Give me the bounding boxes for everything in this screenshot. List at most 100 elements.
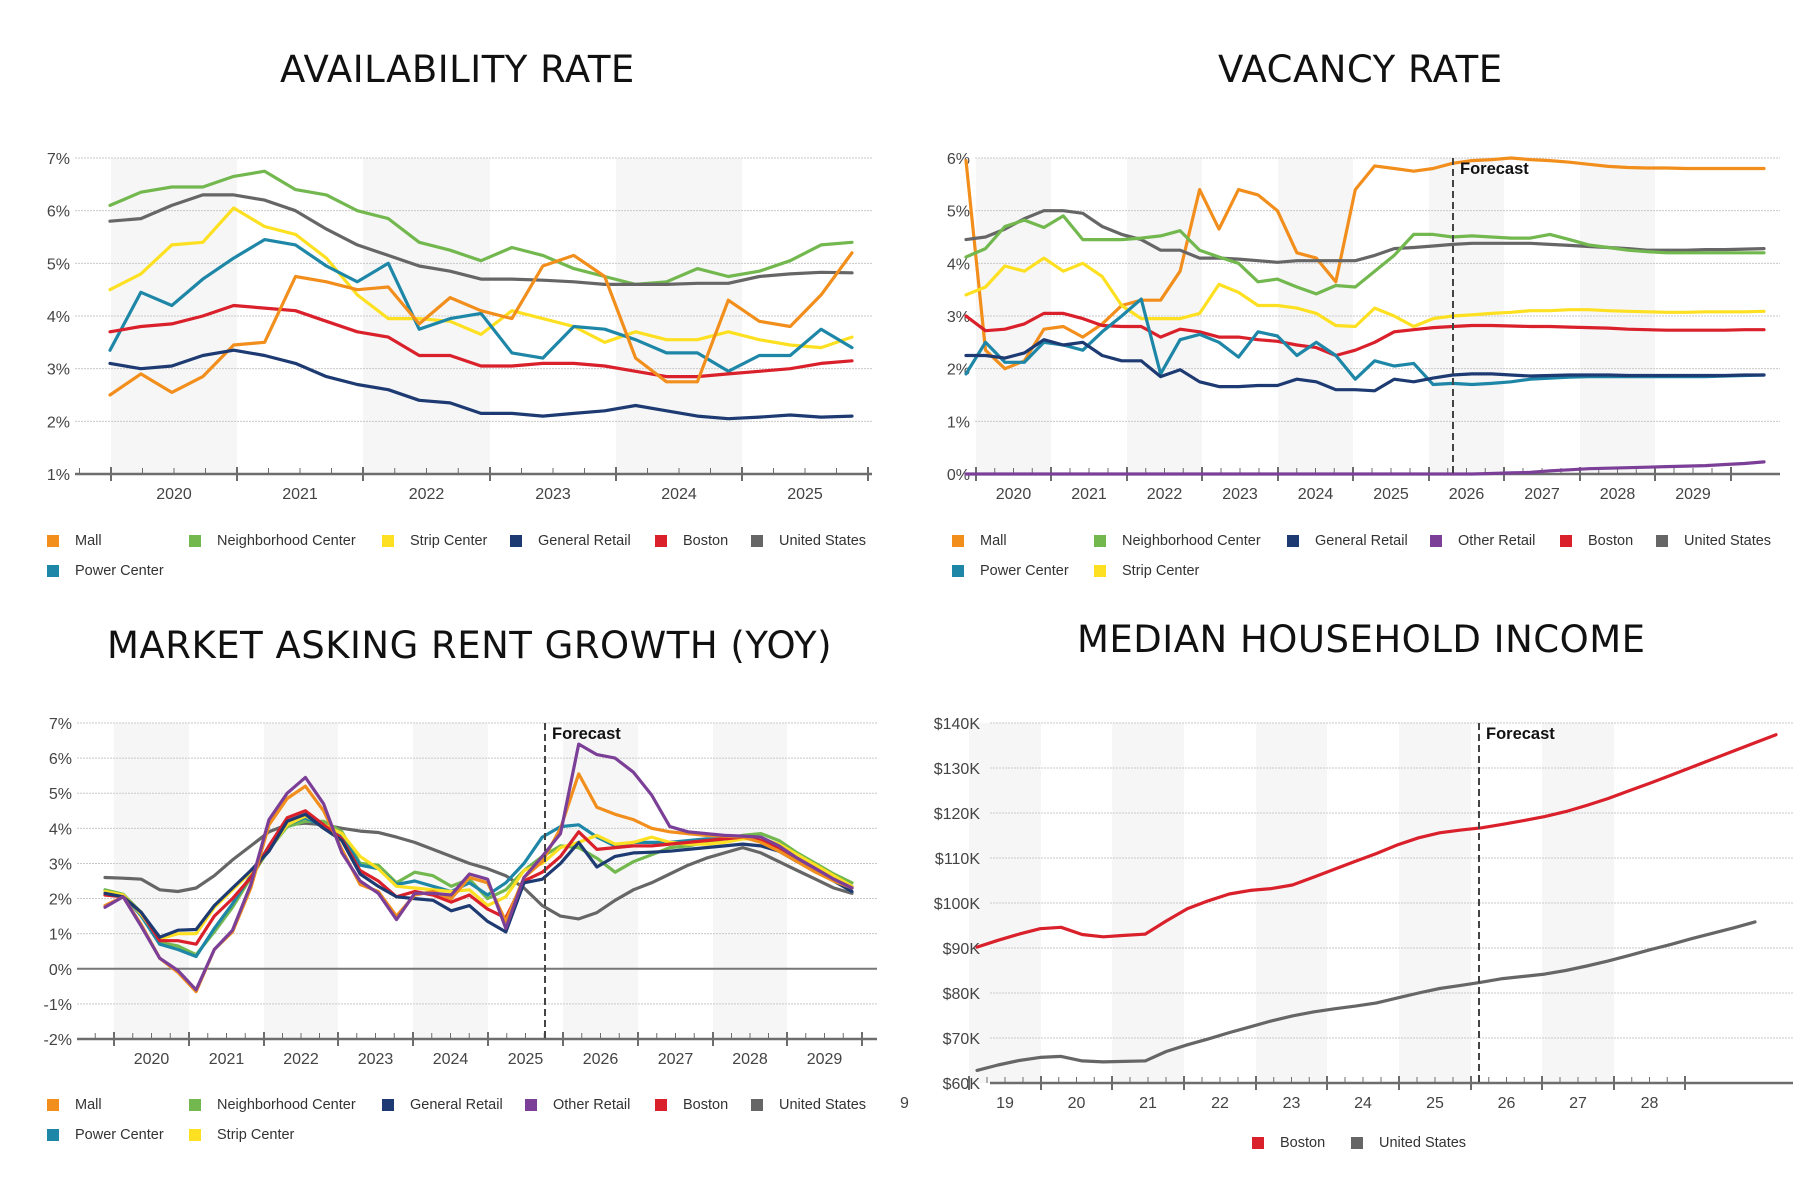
y-tick-label: $80K (943, 986, 981, 1003)
x-tick-label: 24 (1354, 1095, 1372, 1112)
series-line-general-retail (964, 338, 1766, 393)
median-income-legend: Boston United States (1252, 1135, 1652, 1165)
x-tick-label: 2022 (1147, 486, 1183, 503)
x-tick-label: 2026 (583, 1051, 619, 1068)
legend-swatch (1287, 535, 1299, 547)
legend-item-boston: Boston (655, 533, 728, 549)
y-tick-label: 3% (49, 856, 72, 873)
legend-swatch (952, 565, 964, 577)
legend-label: Other Retail (1458, 533, 1536, 549)
legend-swatch (510, 535, 522, 547)
y-tick-label: 5% (947, 204, 970, 221)
legend-item-power-center: Power Center (47, 563, 164, 579)
y-tick-label: $100K (934, 896, 981, 913)
x-tick-label: 2020 (156, 486, 192, 503)
legend-swatch (1351, 1137, 1363, 1149)
availability-rate-title: AVAILABILITY RATE (280, 48, 635, 91)
legend-item-general-retail: General Retail (510, 533, 631, 549)
legend-label: Strip Center (1122, 563, 1200, 579)
x-tick-label: 2021 (282, 486, 318, 503)
legend-label: United States (779, 1097, 867, 1113)
y-tick-label: 4% (947, 256, 970, 273)
legend-item-other-retail: Other Retail (1430, 533, 1535, 549)
legend-label: General Retail (1315, 533, 1408, 549)
legend-item-boston: Boston (655, 1097, 728, 1113)
legend-label: Strip Center (410, 533, 488, 549)
x-tick-label: 2022 (409, 486, 445, 503)
x-tick-label: 2024 (661, 486, 697, 503)
x-tick-label: 21 (1139, 1095, 1157, 1112)
legend-label: Mall (75, 533, 102, 549)
legend-item-united-states: United States (751, 533, 866, 549)
legend-swatch (655, 535, 667, 547)
legend-swatch (47, 1129, 59, 1141)
legend-swatch (1560, 535, 1572, 547)
x-tick-label: 20 (1068, 1095, 1086, 1112)
x-tick-label: 2026 (1449, 486, 1485, 503)
y-tick-label: 1% (947, 414, 970, 431)
y-tick-label: 3% (947, 309, 970, 326)
legend-item-neighborhood-center: Neighborhood Center (1094, 533, 1261, 549)
y-tick-label: 5% (47, 256, 70, 273)
legend-label: United States (779, 533, 867, 549)
y-tick-label: -1% (44, 997, 72, 1014)
legend-label: United States (1684, 533, 1772, 549)
x-tick-label: 2023 (1222, 486, 1258, 503)
series-line-united-states (108, 193, 854, 286)
x-tick-label: 19 (996, 1095, 1014, 1112)
series-line-neighborhood-center (108, 169, 854, 286)
y-tick-label: 4% (49, 821, 72, 838)
x-tick-label: 2024 (1298, 486, 1334, 503)
vacancy-legend: Mall Neighborhood Center General Retail Oth… (952, 533, 1800, 593)
series-line-neighborhood-center (964, 214, 1766, 296)
year-band (413, 723, 488, 1039)
x-tick-label: 23 (1283, 1095, 1301, 1112)
availability-legend: Mall Neighborhood Center Strip Center Gener… (47, 533, 897, 593)
legend-item-power-center: Power Center (952, 563, 1069, 579)
legend-label: Neighborhood Center (217, 533, 356, 549)
x-tick-label: 2025 (787, 486, 823, 503)
legend-label: General Retail (410, 1097, 503, 1113)
y-tick-label: $70K (943, 1031, 981, 1048)
x-tick-label: 28 (1641, 1095, 1659, 1112)
legend-label: Boston (1588, 533, 1634, 549)
x-tick-label: 25 (1426, 1095, 1444, 1112)
legend-swatch (189, 1099, 201, 1111)
year-band (264, 723, 338, 1039)
legend-item-neighborhood-center: Neighborhood Center (189, 533, 356, 549)
y-tick-label: 6% (49, 751, 72, 768)
y-tick-label: $90K (943, 941, 981, 958)
x-tick-label: 2023 (358, 1051, 394, 1068)
legend-label: Other Retail (553, 1097, 631, 1113)
legend-swatch (1252, 1137, 1264, 1149)
series-line-other-retail (103, 742, 854, 992)
x-tick-label: 2020 (134, 1051, 170, 1068)
legend-swatch (189, 1129, 201, 1141)
vacancy-rate-title: VACANCY RATE (1218, 48, 1503, 91)
y-tick-label: 1% (47, 467, 70, 484)
legend-item-strip-center: Strip Center (382, 533, 487, 549)
legend-item-other-retail: Other Retail (525, 1097, 630, 1113)
median-income-chart: $60K $70K $80K $90K $100K $110K $120K $130K $140… (900, 716, 1793, 1112)
x-tick-label: 2028 (1600, 486, 1636, 503)
year-band (713, 723, 787, 1039)
legend-item-general-retail: General Retail (1287, 533, 1408, 549)
x-tick-label: 2029 (1675, 486, 1711, 503)
legend-item-mall: Mall (47, 533, 102, 549)
x-tick-label: 2022 (283, 1051, 319, 1068)
x-tick-label: 2023 (535, 486, 571, 503)
legend-label: Neighborhood Center (1122, 533, 1261, 549)
legend-swatch (952, 535, 964, 547)
series-line-mall (964, 156, 1766, 371)
legend-item-mall: Mall (952, 533, 1007, 549)
legend-label: Boston (683, 533, 729, 549)
legend-swatch (47, 535, 59, 547)
y-tick-label: 2% (947, 362, 970, 379)
legend-item-general-retail: General Retail (382, 1097, 503, 1113)
forecast-label: Forecast (552, 725, 621, 743)
y-tick-label: $60K (943, 1076, 981, 1093)
series-line-united-states (103, 821, 854, 921)
series-line-united-states (975, 920, 1757, 1072)
legend-label: Neighborhood Center (217, 1097, 356, 1113)
series-line-boston (108, 303, 854, 379)
